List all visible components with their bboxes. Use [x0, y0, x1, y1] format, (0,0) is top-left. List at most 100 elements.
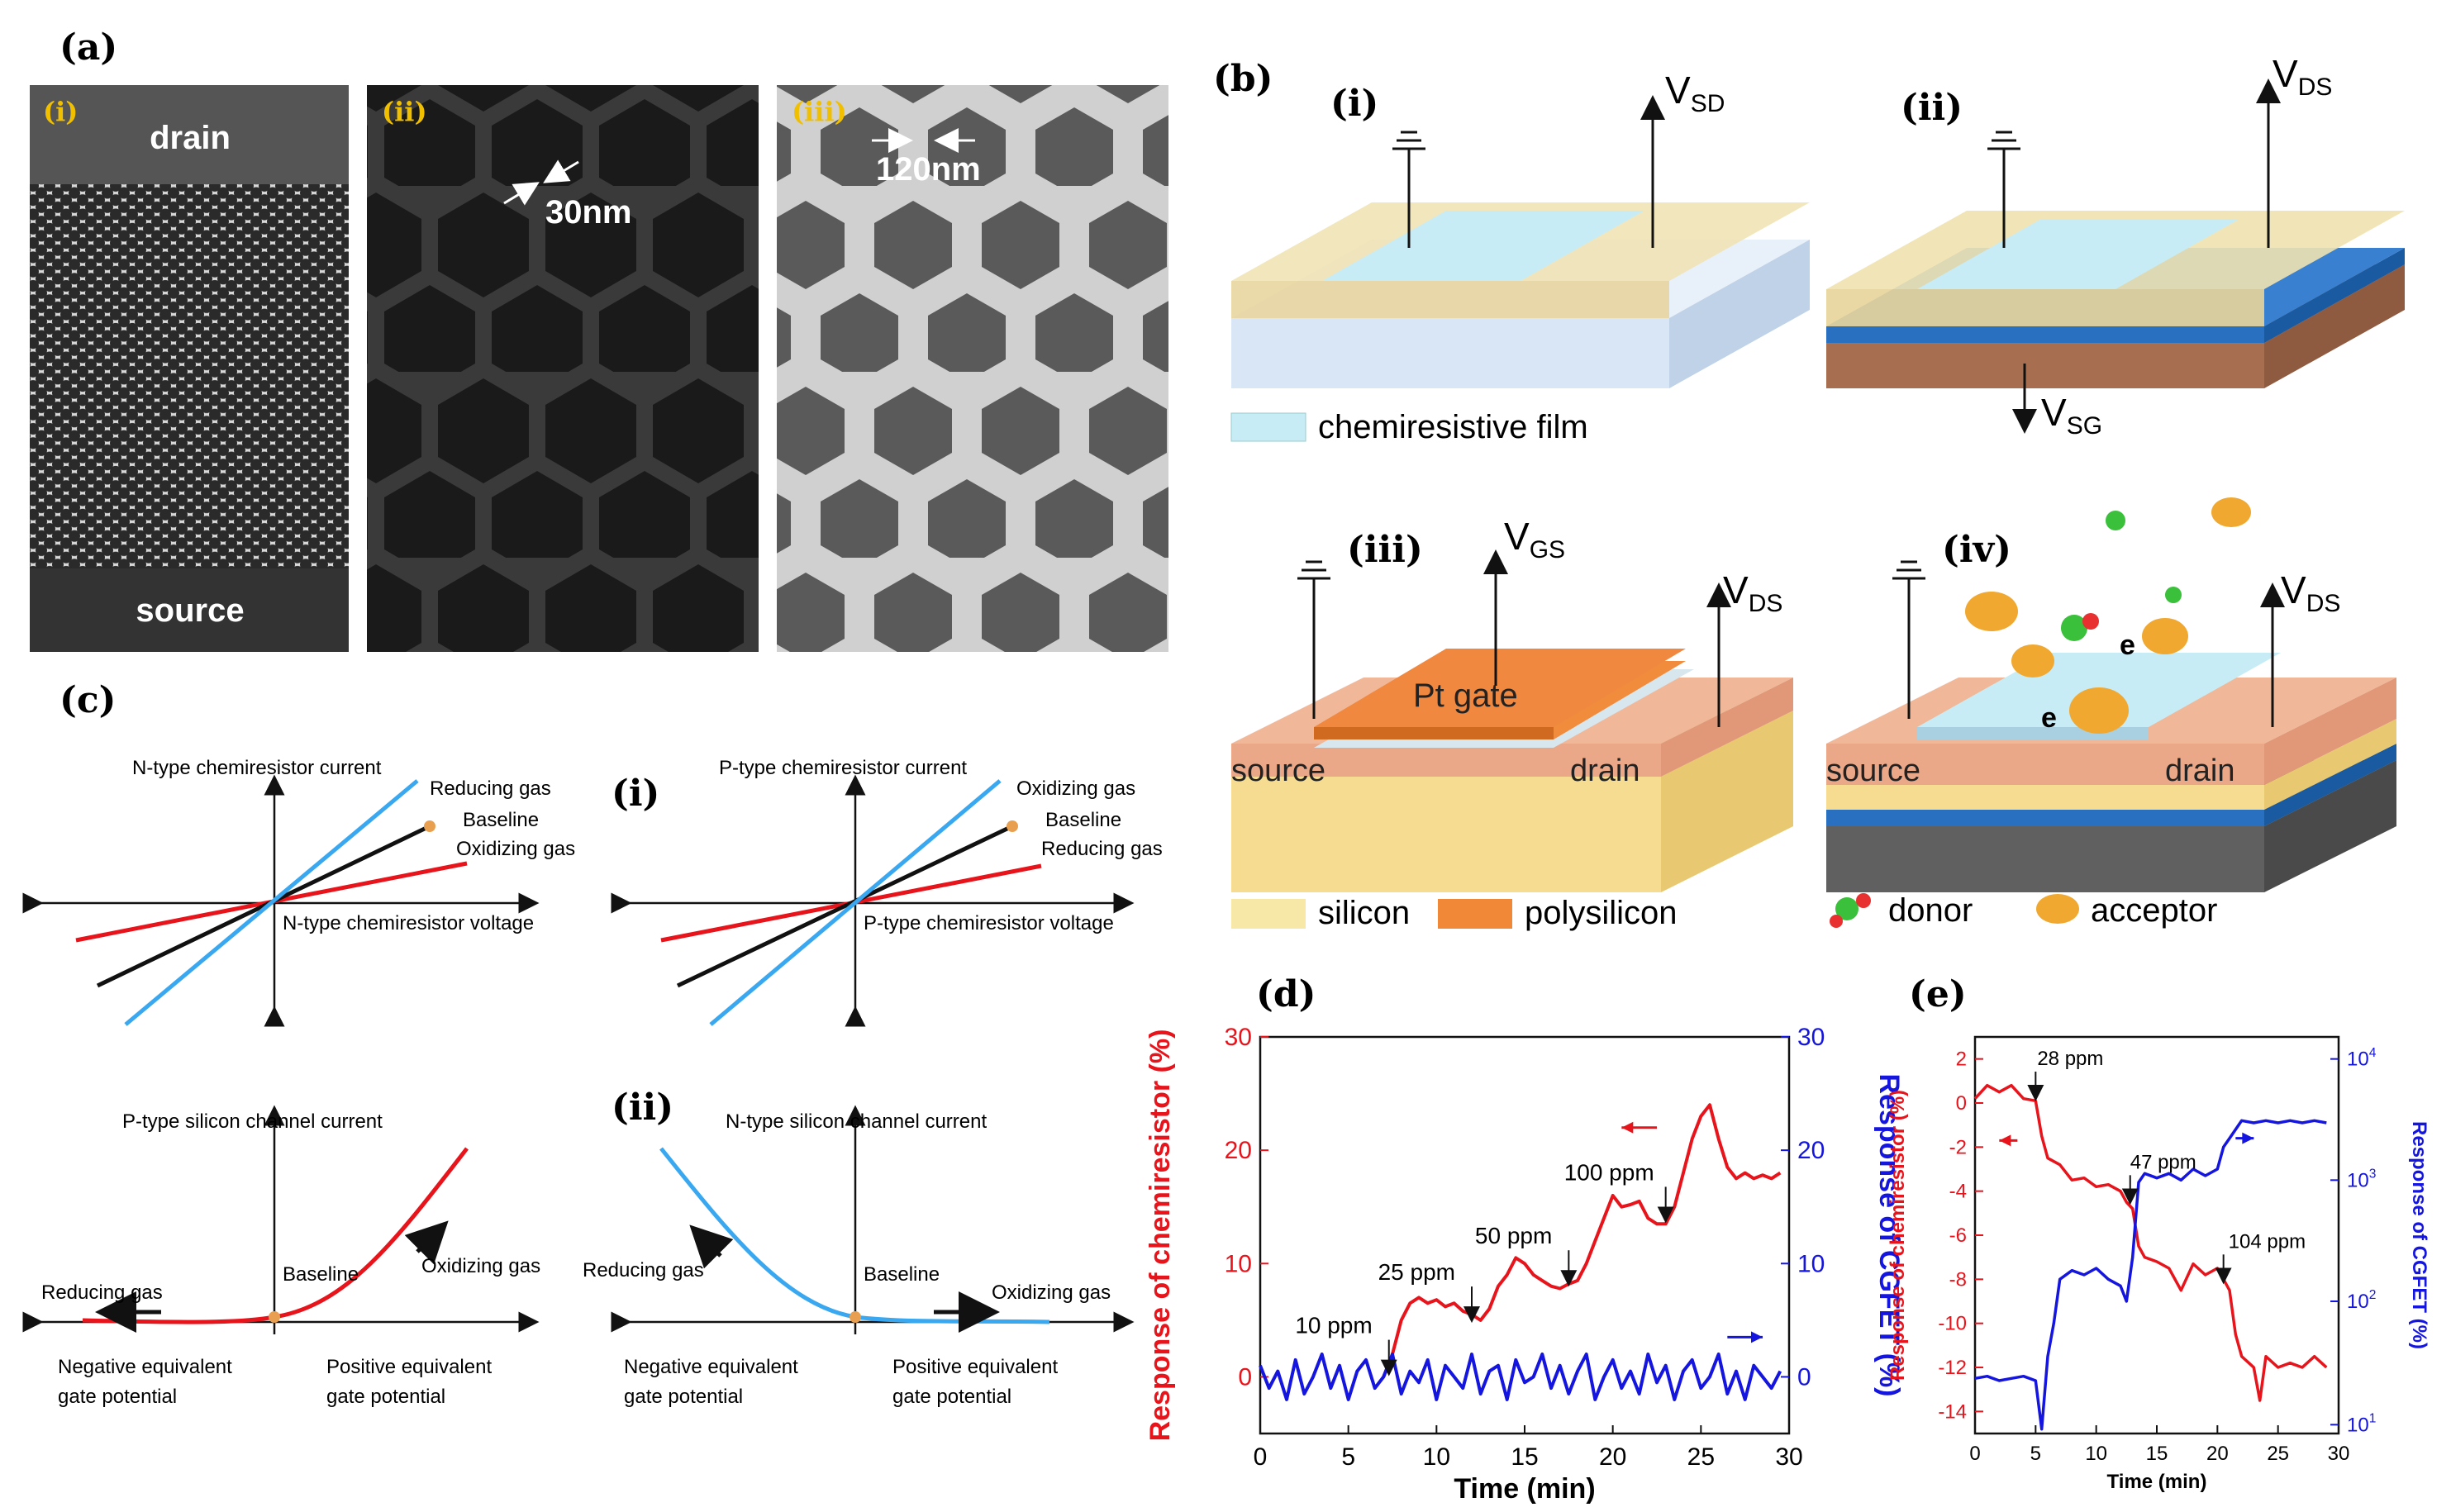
p-voltage-label: P-type chemiresistor voltage	[864, 912, 1114, 934]
x-tick-label: 10	[1423, 1443, 1450, 1471]
psi-neg-2: gate potential	[58, 1386, 177, 1408]
sub-label-b-iv: (iv)	[1942, 529, 2011, 571]
psi-baseline-label: Baseline	[283, 1263, 359, 1286]
psi-pos-2: gate potential	[326, 1386, 445, 1408]
x-tick-label: 15	[1511, 1443, 1538, 1471]
sem-image-iii	[777, 85, 1168, 652]
nsi-neg-1: Negative equivalent	[624, 1356, 798, 1378]
c-plot-n-chemiresistor	[22, 774, 540, 1027]
psi-neg-1: Negative equivalent	[58, 1356, 232, 1378]
y-right-tick-label: 20	[1797, 1137, 1825, 1164]
y-right-tick-exponent: 3	[2369, 1167, 2377, 1182]
y-left-tick-label: 10	[1225, 1250, 1252, 1277]
panel-label-c: (c)	[59, 679, 116, 721]
y-left-tick-label: -2	[1949, 1136, 1967, 1158]
series-direction-arrowhead	[1999, 1134, 2011, 1147]
v-label-b-i: VSD	[1665, 69, 1725, 117]
legend-film: chemiresistive film	[1318, 409, 1588, 445]
nsi-pos-1: Positive equivalent	[892, 1356, 1058, 1378]
legend-silicon-swatch	[1231, 899, 1306, 929]
nsi-pos-2: gate potential	[892, 1386, 1011, 1408]
x-tick-label: 0	[1969, 1443, 1980, 1465]
n-current-label: N-type chemiresistor current	[132, 757, 382, 779]
sub-label-a-ii: (ii)	[382, 96, 427, 127]
annotation-label: 10 ppm	[1295, 1313, 1372, 1338]
y-left-tick-label: -4	[1949, 1181, 1967, 1203]
y-right-tick-label: 0	[1797, 1363, 1811, 1391]
y-left-tick-label: -14	[1938, 1400, 1967, 1423]
sub-label-b-i: (i)	[1330, 83, 1378, 125]
psi-reducing-label: Reducing gas	[41, 1281, 163, 1304]
electron-label-2: e	[2041, 702, 2057, 734]
nsi-reducing-label: Reducing gas	[583, 1259, 704, 1281]
y-right-tick-exponent: 4	[2369, 1046, 2377, 1060]
dim-arrow-right	[543, 159, 579, 183]
x-tick-label: 5	[1341, 1443, 1355, 1471]
n-reducing-label: Reducing gas	[430, 777, 551, 800]
n-baseline-label: Baseline	[463, 809, 539, 831]
x-tick-label: 30	[1775, 1443, 1802, 1471]
y-right-axis-label: Response of CGFET (%)	[1873, 1073, 1905, 1396]
legend-poly: polysilicon	[1525, 895, 1678, 931]
y-right-tick-label: 103	[2347, 1167, 2376, 1192]
legend-donor-icon	[1830, 893, 1871, 928]
dim-label-120nm: 120nm	[876, 151, 981, 188]
c-plot-n-silicon	[611, 1105, 1135, 1334]
y-right-axis-label: Response of CGFET (%)	[2408, 1121, 2430, 1349]
source-label-iii: source	[1231, 754, 1325, 788]
legend-silicon: silicon	[1318, 895, 1410, 931]
nsi-neg-2: gate potential	[624, 1386, 743, 1408]
legend-acceptor: acceptor	[2091, 892, 2217, 929]
dim-arrow-left	[503, 182, 540, 206]
v-label-b-ii-sg: VSG	[2041, 391, 2102, 440]
sem-image-i	[30, 85, 349, 652]
x-tick-label: 10	[2085, 1443, 2107, 1465]
x-tick-label: 30	[2328, 1443, 2350, 1465]
source-label-iv: source	[1826, 754, 1920, 788]
y-left-tick-label: -6	[1949, 1224, 1967, 1247]
y-right-tick-label: 10	[1797, 1250, 1825, 1277]
y-right-tick-label: 104	[2347, 1046, 2377, 1071]
y-left-tick-label: -10	[1938, 1313, 1967, 1335]
series-direction-arrowhead	[1621, 1121, 1634, 1134]
legend-acceptor-icon	[2036, 894, 2079, 924]
y-right-tick-label: 101	[2347, 1412, 2376, 1437]
x-axis-label: Time (min)	[1454, 1473, 1595, 1505]
sub-label-c-ii: (ii)	[612, 1086, 673, 1129]
n-voltage-label: N-type chemiresistor voltage	[283, 912, 534, 934]
y-left-tick-label: 0	[1238, 1363, 1252, 1391]
v-label-b-iv-ds: VDS	[2281, 568, 2340, 617]
x-tick-label: 20	[2206, 1443, 2229, 1465]
device-ii	[1826, 78, 2405, 434]
y-left-axis-label: Response of chemiresistor (%)	[1887, 1090, 1909, 1381]
dim-label-30nm: 30nm	[545, 194, 632, 231]
annotation-label: 28 ppm	[2037, 1048, 2103, 1070]
n-oxidizing-label: Oxidizing gas	[456, 838, 575, 860]
series-line-CGFET	[1259, 1353, 1782, 1401]
annotation-label: 47 ppm	[2130, 1151, 2196, 1173]
annotation-label: 100 ppm	[1564, 1159, 1654, 1185]
nsi-baseline-label: Baseline	[864, 1263, 940, 1286]
y-left-axis-label: Response of chemiresistor (%)	[1145, 1029, 1176, 1442]
y-left-tick-label: 2	[1956, 1048, 1967, 1071]
y-left-tick-label: 30	[1225, 1024, 1252, 1051]
annotation-label: 50 ppm	[1475, 1223, 1552, 1248]
y-left-tick-label: -8	[1949, 1268, 1967, 1291]
x-axis-label: Time (min)	[2107, 1471, 2207, 1493]
c-plot-p-chemiresistor	[611, 774, 1135, 1027]
series-line-chemiresistor	[1382, 1103, 1782, 1378]
panel-label-e: (e)	[1909, 973, 1967, 1015]
y-right-tick-label: 102	[2347, 1288, 2376, 1313]
series-line-chemiresistor	[1973, 1083, 2328, 1402]
y-left-tick-label: 0	[1956, 1092, 1967, 1115]
y-right-tick-exponent: 2	[2369, 1288, 2377, 1302]
p-baseline-label: Baseline	[1045, 809, 1121, 831]
x-tick-label: 15	[2146, 1443, 2168, 1465]
n-si-current-label: N-type silicon channel current	[726, 1110, 987, 1133]
series-direction-arrowhead	[2242, 1132, 2254, 1144]
series-direction-arrowhead	[1751, 1331, 1763, 1343]
legend-donor: donor	[1888, 892, 1973, 929]
pt-gate-label: Pt gate	[1413, 678, 1518, 714]
v-label-b-ii: VDS	[2273, 52, 2332, 101]
